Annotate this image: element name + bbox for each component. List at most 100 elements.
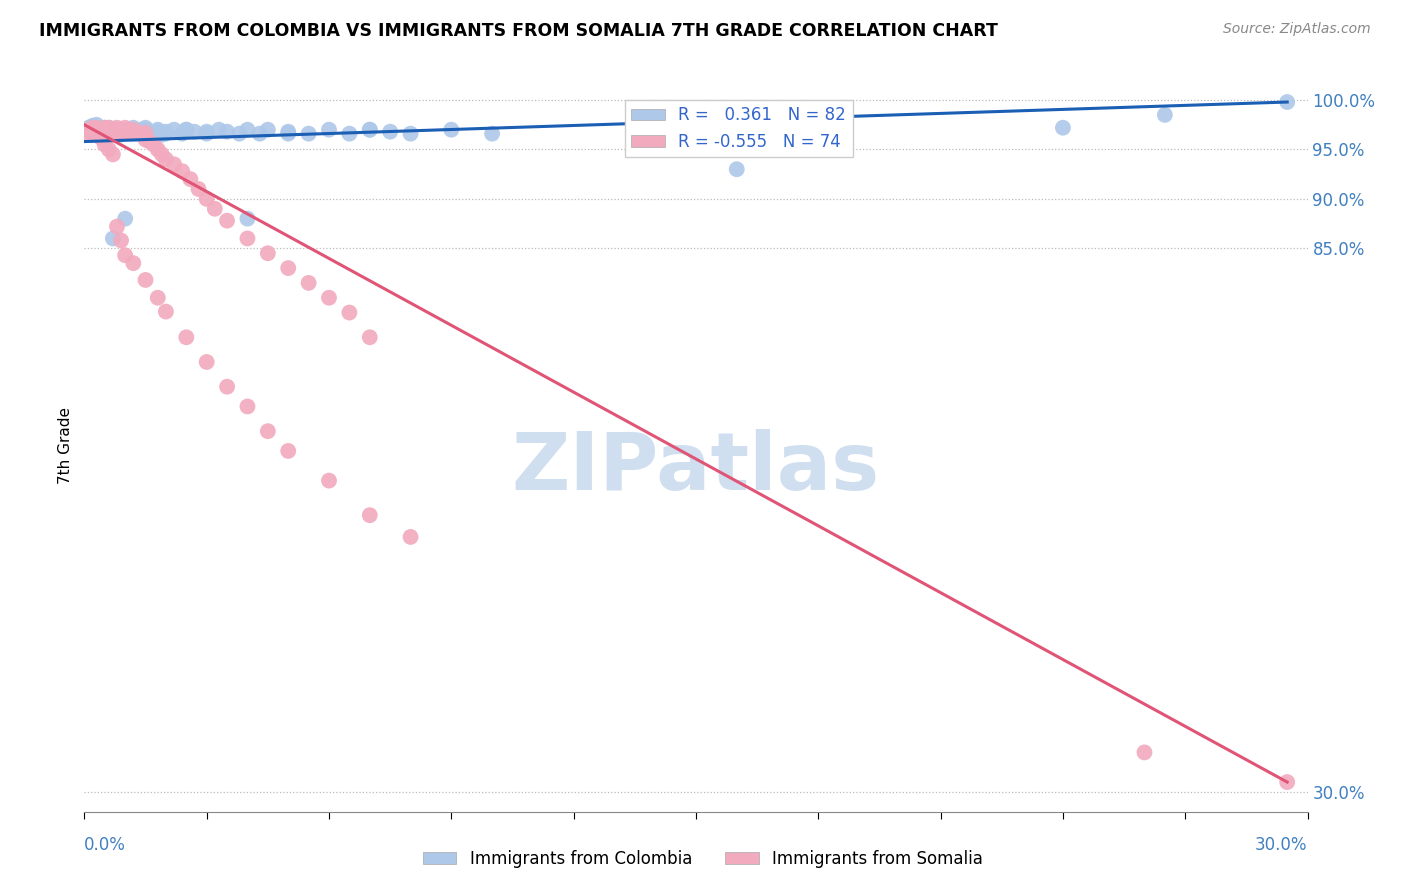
Point <box>82 125 104 139</box>
Point <box>110 127 132 141</box>
Point <box>1052 120 1074 135</box>
Point <box>146 291 169 305</box>
Point <box>82 119 104 133</box>
Point <box>90 127 112 141</box>
Point <box>155 127 177 141</box>
Point <box>90 120 112 135</box>
Point <box>90 130 112 145</box>
Legend: R =   0.361   N = 82, R = -0.555   N = 74: R = 0.361 N = 82, R = -0.555 N = 74 <box>624 100 852 157</box>
Text: ZIPatlas: ZIPatlas <box>512 429 880 507</box>
Point <box>172 127 194 141</box>
Point <box>208 122 231 136</box>
Point <box>77 124 100 138</box>
Point <box>359 122 381 136</box>
Point <box>97 120 120 135</box>
Point <box>481 127 503 141</box>
Point <box>82 127 104 141</box>
Point <box>135 273 157 287</box>
Point <box>114 248 136 262</box>
Point <box>82 120 104 135</box>
Point <box>217 125 239 139</box>
Text: Source: ZipAtlas.com: Source: ZipAtlas.com <box>1223 22 1371 37</box>
Point <box>155 125 177 139</box>
Point <box>86 118 108 132</box>
Point <box>138 125 160 139</box>
Point <box>114 126 136 140</box>
Point <box>1133 746 1156 760</box>
Point <box>93 122 115 136</box>
Point <box>101 147 124 161</box>
Point <box>90 122 112 136</box>
Point <box>127 127 149 141</box>
Point <box>90 127 112 141</box>
Point <box>155 304 177 318</box>
Point <box>257 424 280 438</box>
Point <box>150 128 173 142</box>
Point <box>93 120 115 135</box>
Point <box>138 135 160 149</box>
Point <box>86 127 108 141</box>
Point <box>110 122 132 136</box>
Point <box>298 276 321 290</box>
Point <box>195 192 218 206</box>
Point <box>135 126 157 140</box>
Point <box>277 261 299 276</box>
Point <box>77 122 100 136</box>
Point <box>122 127 145 141</box>
Point <box>399 127 422 141</box>
Point <box>122 256 145 270</box>
Point <box>101 125 124 139</box>
Point <box>105 122 128 136</box>
Point <box>86 126 108 140</box>
Point <box>725 162 748 177</box>
Point <box>86 128 108 142</box>
Point <box>110 122 132 136</box>
Point <box>90 125 112 139</box>
Point <box>217 213 239 227</box>
Point <box>122 122 145 136</box>
Point <box>93 128 115 142</box>
Point <box>93 120 115 135</box>
Point <box>93 126 115 140</box>
Point <box>172 164 194 178</box>
Point <box>1154 108 1177 122</box>
Point <box>440 122 463 136</box>
Point <box>257 122 280 136</box>
Point <box>399 530 422 544</box>
Point <box>114 124 136 138</box>
Point <box>257 246 280 260</box>
Point <box>93 127 115 141</box>
Point <box>174 122 197 136</box>
Point <box>118 127 141 141</box>
Point <box>90 126 112 140</box>
Point <box>359 122 381 136</box>
Point <box>1277 95 1299 109</box>
Point <box>122 120 145 135</box>
Point <box>146 122 169 136</box>
Point <box>82 121 104 136</box>
Point <box>93 122 115 136</box>
Point <box>101 231 124 245</box>
Point <box>82 125 104 139</box>
Point <box>118 122 141 136</box>
Point <box>77 127 100 141</box>
Point <box>135 122 157 136</box>
Point <box>1277 775 1299 789</box>
Point <box>93 137 115 152</box>
Point <box>122 125 145 139</box>
Point <box>187 182 209 196</box>
Point <box>174 122 197 136</box>
Point <box>179 172 201 186</box>
Point <box>277 125 299 139</box>
Point <box>150 147 173 161</box>
Point <box>236 400 259 414</box>
Point <box>101 127 124 141</box>
Point <box>236 211 259 226</box>
Point <box>277 127 299 141</box>
Point <box>114 211 136 226</box>
Point <box>97 143 120 157</box>
Point <box>93 125 115 139</box>
Text: IMMIGRANTS FROM COLOMBIA VS IMMIGRANTS FROM SOMALIA 7TH GRADE CORRELATION CHART: IMMIGRANTS FROM COLOMBIA VS IMMIGRANTS F… <box>39 22 998 40</box>
Point <box>155 153 177 167</box>
Point <box>146 143 169 157</box>
